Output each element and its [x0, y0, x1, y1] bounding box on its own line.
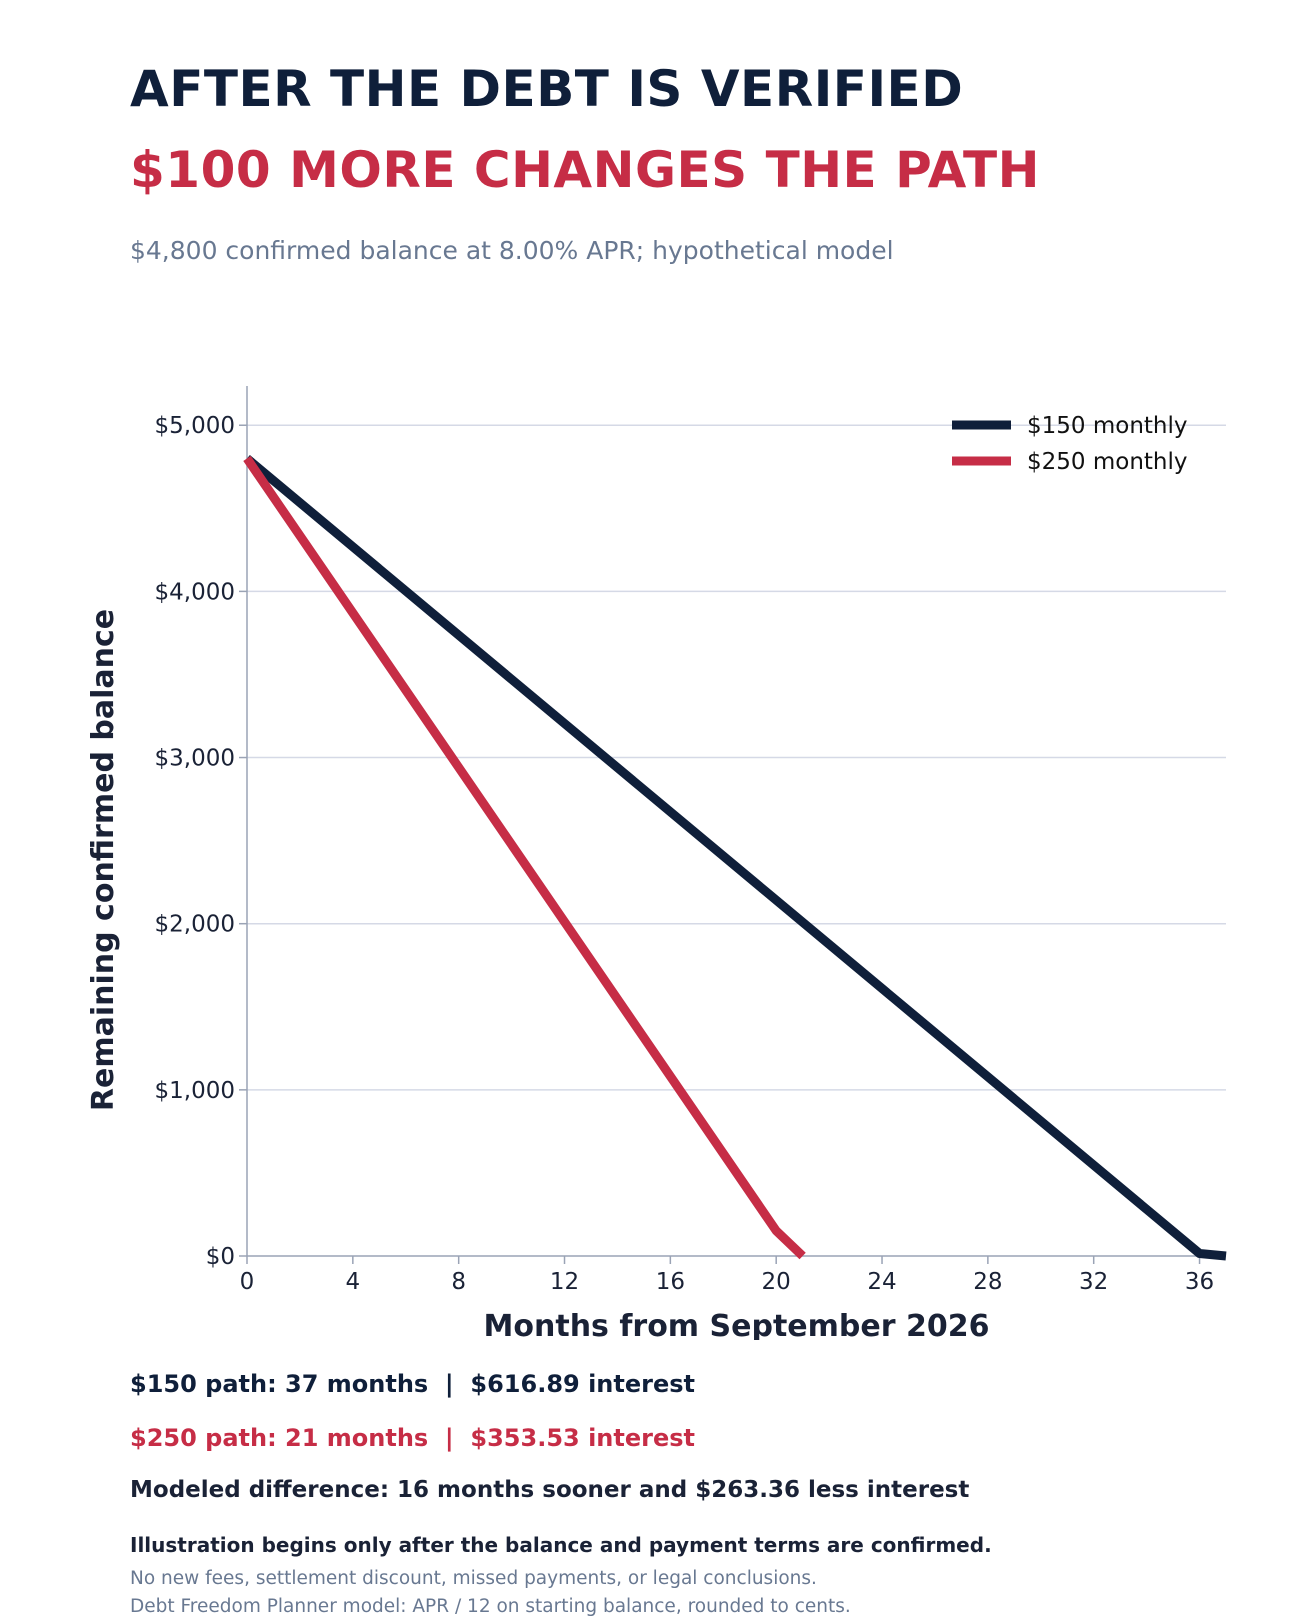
x-axis-title: Months from September 2026 — [484, 1309, 990, 1340]
y-tick-label: $4,000 — [155, 579, 235, 605]
x-tick-label: 8 — [451, 1269, 466, 1295]
note-exclusions: No new fees, settlement discount, missed… — [130, 1568, 817, 1589]
subtitle: $4,800 confirmed balance at 8.00% APR; h… — [130, 236, 894, 265]
title-line-2: $100 MORE CHANGES THE PATH — [130, 141, 1040, 199]
series-line-150-monthly — [244, 455, 1227, 1261]
balance-line-chart: $0 $1,000 $2,000 $3,000 $4,000 $5,000 0 4 8 12 16 2… — [86, 386, 1227, 1340]
x-tick-label: 36 — [1185, 1269, 1214, 1295]
summary-difference: Modeled difference: 16 months sooner and… — [130, 1477, 970, 1503]
x-tick-label: 12 — [550, 1269, 579, 1295]
legend-label-150-monthly: $150 monthly — [1027, 413, 1188, 439]
title-line-1: AFTER THE DEBT IS VERIFIED — [130, 60, 964, 118]
note-confirmation: Illustration begins only after the balan… — [130, 1533, 992, 1557]
x-tick-label: 28 — [973, 1269, 1002, 1295]
y-tick-label: $5,000 — [155, 413, 235, 439]
x-tick-label: 16 — [656, 1269, 685, 1295]
legend-label-250-monthly: $250 monthly — [1027, 449, 1188, 475]
y-tick-label: $1,000 — [155, 1078, 235, 1104]
summary-250-path: $250 path: 21 months | $353.53 interest — [130, 1424, 696, 1452]
x-tick-label: 32 — [1079, 1269, 1108, 1295]
series-line-250-monthly — [243, 455, 806, 1260]
y-tick-label: $3,000 — [155, 746, 235, 772]
x-tick-label: 4 — [346, 1269, 361, 1295]
x-tick-label: 24 — [867, 1269, 896, 1295]
x-tick-label: 20 — [762, 1269, 791, 1295]
y-axis-title: Remaining confirmed balance — [86, 609, 121, 1111]
summary-150-path: $150 path: 37 months | $616.89 interest — [130, 1370, 696, 1398]
note-model-source: Debt Freedom Planner model: APR / 12 on … — [130, 1596, 851, 1617]
y-tick-label: $2,000 — [155, 912, 235, 938]
x-tick-label: 0 — [240, 1269, 255, 1295]
y-tick-label: $0 — [206, 1244, 235, 1270]
